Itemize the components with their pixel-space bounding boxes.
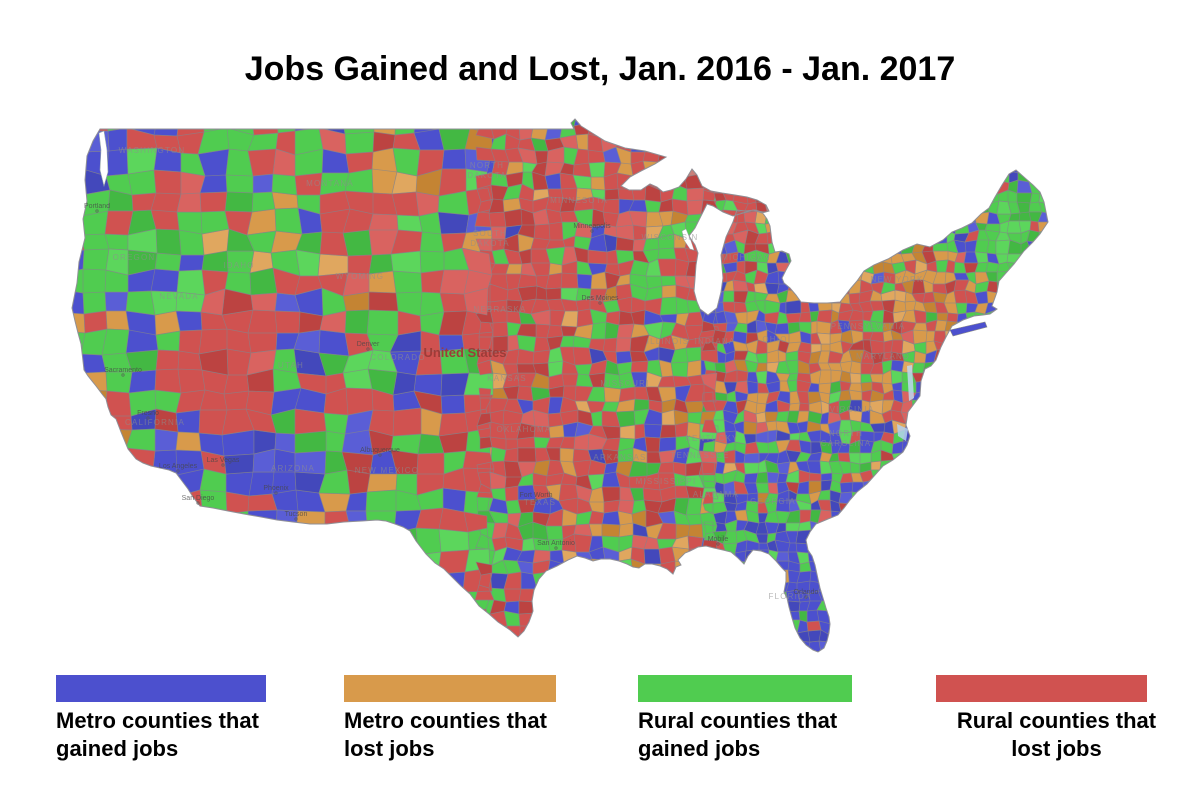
svg-text:MARYLAND: MARYLAND <box>856 352 910 361</box>
svg-text:MONTANA: MONTANA <box>306 179 354 188</box>
svg-text:Des Moines: Des Moines <box>582 295 619 302</box>
svg-text:Tucson: Tucson <box>285 511 308 518</box>
svg-text:MISSOURI: MISSOURI <box>600 379 649 388</box>
svg-text:ARIZONA: ARIZONA <box>271 464 315 473</box>
svg-text:Mobile: Mobile <box>708 536 729 543</box>
svg-text:VIRGINIA: VIRGINIA <box>830 405 875 414</box>
svg-text:San Antonio: San Antonio <box>537 540 575 547</box>
svg-text:UTAH: UTAH <box>278 361 304 370</box>
svg-text:MICHIGAN: MICHIGAN <box>721 253 771 262</box>
svg-text:Fresno: Fresno <box>137 410 159 417</box>
svg-text:Phoenix: Phoenix <box>263 485 289 492</box>
svg-text:DAKOTA: DAKOTA <box>470 239 510 248</box>
svg-text:FLORIDA: FLORIDA <box>768 592 811 601</box>
svg-text:KANSAS: KANSAS <box>487 374 527 383</box>
svg-text:SOUTH: SOUTH <box>473 229 507 238</box>
svg-text:Orlando: Orlando <box>794 589 819 596</box>
svg-text:Albuquerque: Albuquerque <box>360 447 400 454</box>
svg-text:TEXAS: TEXAS <box>524 498 556 507</box>
svg-text:TENNESSEE: TENNESSEE <box>670 451 729 460</box>
svg-text:United States: United States <box>423 345 506 360</box>
svg-text:OREGON: OREGON <box>113 253 156 262</box>
svg-text:NORTH: NORTH <box>470 161 504 170</box>
svg-text:ALABAMA: ALABAMA <box>693 490 739 499</box>
svg-text:GEORGIA: GEORGIA <box>750 497 796 506</box>
svg-text:NORTH: NORTH <box>829 429 863 438</box>
svg-text:IDAHO: IDAHO <box>223 261 254 270</box>
svg-text:Los Angeles: Los Angeles <box>159 463 198 470</box>
svg-text:COLORADO: COLORADO <box>370 353 425 362</box>
svg-text:Denver: Denver <box>357 341 380 348</box>
svg-text:OKLAHOMA: OKLAHOMA <box>497 425 552 434</box>
svg-text:PENNSYLVANIA: PENNSYLVANIA <box>831 322 906 331</box>
svg-text:NEVADA: NEVADA <box>159 292 199 301</box>
svg-text:CAROLINA: CAROLINA <box>821 439 872 448</box>
svg-text:Sacramento: Sacramento <box>104 367 142 374</box>
svg-text:NEW MEXICO: NEW MEXICO <box>355 466 419 475</box>
svg-text:MISSISSIPPI: MISSISSIPPI <box>636 477 697 486</box>
svg-text:WISCONSIN: WISCONSIN <box>641 233 698 242</box>
svg-text:INDIANA: INDIANA <box>695 337 736 346</box>
svg-text:WASHINGTON: WASHINGTON <box>119 146 186 155</box>
svg-text:WYOMING: WYOMING <box>336 272 384 281</box>
svg-text:Fort Worth: Fort Worth <box>520 492 553 499</box>
svg-text:Portland: Portland <box>84 203 110 210</box>
svg-text:Minneapolis: Minneapolis <box>573 223 611 230</box>
svg-text:NEBRASKA: NEBRASKA <box>473 305 526 314</box>
svg-text:CALIFORNIA: CALIFORNIA <box>125 418 185 427</box>
svg-text:OHIO: OHIO <box>762 335 787 344</box>
svg-text:San Diego: San Diego <box>182 495 215 502</box>
svg-text:IOWA: IOWA <box>585 294 611 303</box>
svg-text:KENTUCKY: KENTUCKY <box>685 434 738 443</box>
svg-text:MINNESOTA: MINNESOTA <box>550 196 608 205</box>
svg-text:ARKANSAS: ARKANSAS <box>593 453 646 462</box>
svg-text:NEW YORK: NEW YORK <box>870 275 923 284</box>
svg-text:DAKOTA: DAKOTA <box>467 171 507 180</box>
svg-text:ILLINOIS: ILLINOIS <box>647 337 690 346</box>
svg-text:Las Vegas: Las Vegas <box>207 457 240 464</box>
